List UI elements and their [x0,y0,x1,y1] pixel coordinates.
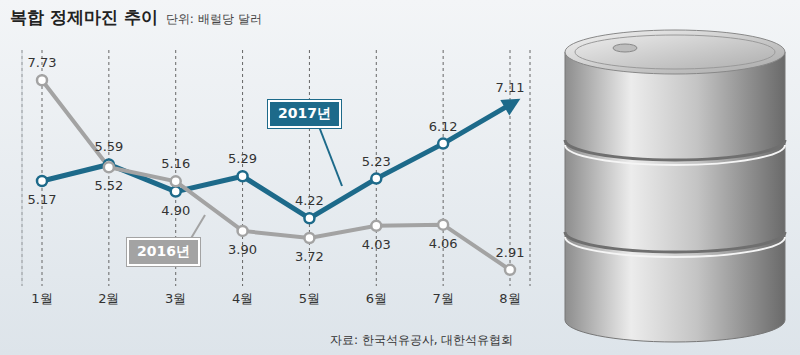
svg-text:4.03: 4.03 [362,237,391,252]
svg-text:3.90: 3.90 [228,242,257,257]
svg-text:4.06: 4.06 [429,236,458,251]
svg-text:3.72: 3.72 [295,249,324,264]
svg-text:7.73: 7.73 [28,55,57,70]
svg-text:5.17: 5.17 [28,192,57,207]
svg-text:6.12: 6.12 [429,119,458,134]
svg-text:5.16: 5.16 [161,156,190,171]
html-text:2016년: 2016년 [137,243,190,259]
svg-text:5월: 5월 [299,291,320,306]
svg-text:4.22: 4.22 [295,193,324,208]
svg-text:7.11: 7.11 [496,80,525,95]
html-text:2017년: 2017년 [278,105,331,121]
html-text:단위: 배럴당 달러: 단위: 배럴당 달러 [165,12,262,26]
html-text:복합 정제마진 추이: 복합 정제마진 추이 [10,7,158,27]
svg-text:5.23: 5.23 [362,154,391,169]
svg-text:8월: 8월 [499,291,520,306]
svg-text:5.52: 5.52 [94,178,123,193]
svg-text:5.59: 5.59 [94,139,123,154]
svg-text:6월: 6월 [366,291,387,306]
svg-text:2.91: 2.91 [496,245,525,260]
svg-text:1월: 1월 [31,291,52,306]
svg-text:5.29: 5.29 [228,151,257,166]
html-text:자료: 한국석유공사, 대한석유협회: 자료: 한국석유공사, 대한석유협회 [330,333,514,347]
svg-text:4.90: 4.90 [161,203,190,218]
svg-text:2월: 2월 [98,291,119,306]
svg-text:7월: 7월 [433,291,454,306]
svg-text:3월: 3월 [165,291,186,306]
svg-text:4월: 4월 [232,291,253,306]
